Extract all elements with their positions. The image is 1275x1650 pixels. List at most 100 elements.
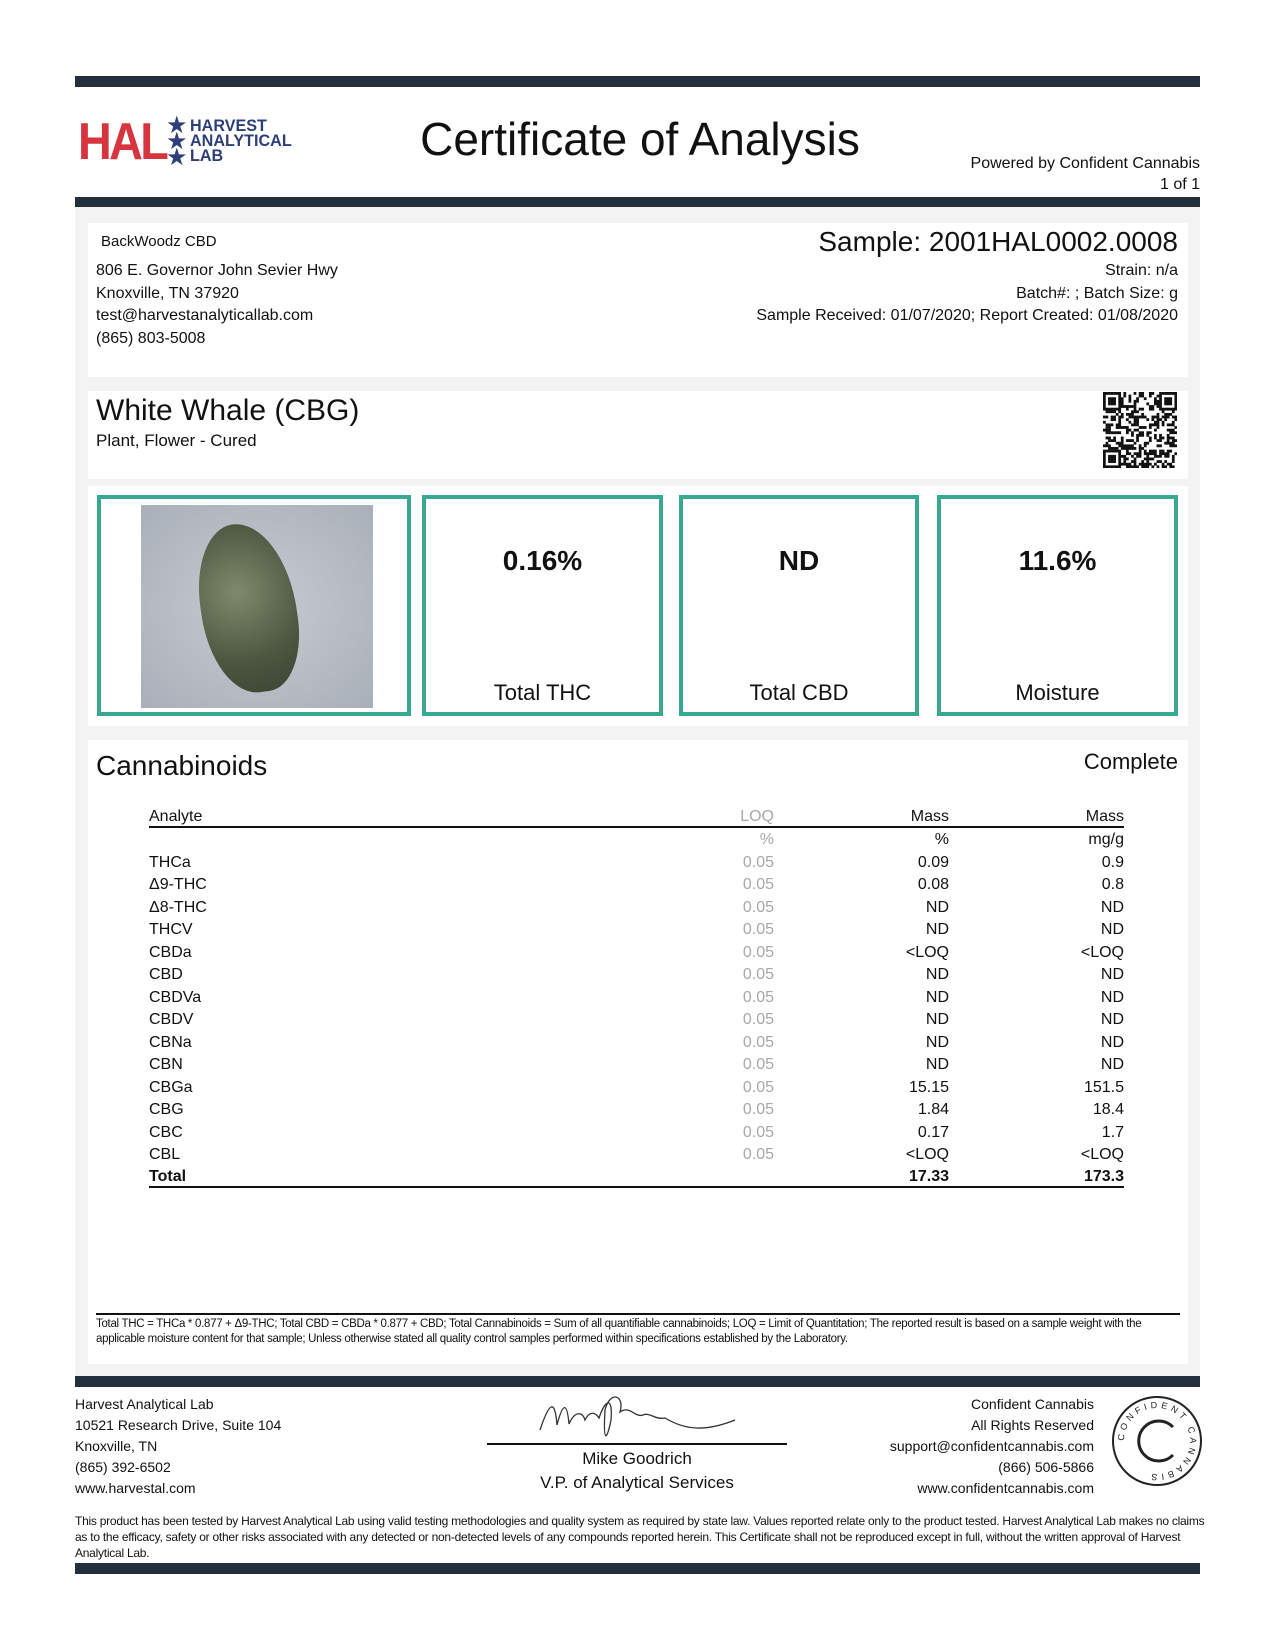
batch: Batch#: ; Batch Size: g	[1016, 284, 1178, 302]
cannabinoids-card: Cannabinoids Complete	[88, 740, 1188, 1364]
mass-mg-g-cell: ND	[1100, 966, 1124, 983]
total-cbd-box: ND Total CBD	[679, 495, 919, 716]
loq-cell: 0.05	[742, 966, 774, 983]
total-thc-box: 0.16% Total THC	[422, 495, 663, 716]
analyte-cell: CBDV	[149, 1011, 194, 1028]
loq-cell: 0.05	[742, 1146, 774, 1163]
mass-mg-g-cell: ND	[1100, 1011, 1124, 1028]
signer-title: V.P. of Analytical Services	[540, 1473, 734, 1492]
cannabinoids-table: Analyte LOQ Mass Mass %% mg/g THCa 0.05 0.09…	[149, 804, 1124, 1188]
sample-photo-box	[97, 495, 411, 716]
analyte-cell: CBGa	[149, 1078, 193, 1096]
table-row: CBC 0.05 0.17 1.7	[149, 1119, 1124, 1142]
table-row: CBDVa 0.05 ND ND	[149, 984, 1124, 1007]
mass-percent-cell: 17.33	[774, 1164, 949, 1188]
mass-mg-g-cell: ND	[1100, 898, 1124, 916]
analyte-cell: CBNa	[149, 1033, 192, 1051]
sample-dates: Sample Received: 01/07/2020; Report Crea…	[756, 307, 1178, 324]
loq-cell: 0.05	[742, 943, 774, 961]
loq-cell: 0.05	[742, 898, 774, 916]
loq-cell: 0.05	[742, 1033, 774, 1051]
total-row: Total 17.33 173.3	[149, 1164, 1124, 1188]
lab-website[interactable]: www.harvestal.com	[75, 1480, 196, 1496]
col-mass-mg: Mass	[949, 804, 1124, 828]
mass-percent-cell: 0.17	[917, 1123, 949, 1141]
mass-percent-cell: 0.09	[917, 853, 949, 871]
product-name: White Whale (CBG)	[96, 394, 360, 427]
total-cbd-value: ND	[778, 545, 820, 576]
client-email[interactable]: test@harvestanalyticallab.com	[96, 307, 314, 324]
mass-percent-cell: <LOQ	[905, 943, 949, 961]
sample-photo	[141, 505, 373, 708]
hal-logo: HAL ★ ★ ★ HARVEST ANALYTICAL LAB	[78, 112, 292, 171]
mass-mg-g-cell: 173.3	[949, 1164, 1124, 1188]
analyte-cell: CBL	[149, 1146, 181, 1163]
mass-percent-cell: 1.84	[917, 1101, 949, 1118]
lab-info: Harvest Analytical Lab 10521 Research Dr…	[75, 1394, 281, 1499]
cc-rights: All Rights Reserved	[971, 1417, 1094, 1433]
mass-percent-cell: ND	[925, 1056, 949, 1073]
mass-percent-cell: 0.08	[917, 876, 949, 893]
analyte-cell: CBN	[149, 1056, 183, 1073]
product-type: Plant, Flower - Cured	[96, 431, 257, 450]
analyte-cell: THCa	[149, 853, 191, 871]
disclaimer: This product has been tested by Harvest …	[75, 1514, 1205, 1560]
loq-cell: %	[759, 831, 774, 848]
mass-mg-g-cell: <LOQ	[1080, 943, 1124, 961]
analyte-cell	[149, 827, 544, 850]
cc-email[interactable]: support@confidentcannabis.com	[889, 1438, 1094, 1454]
table-row: CBG 0.05 1.84 18.4	[149, 1097, 1124, 1120]
mass-percent-cell: <LOQ	[905, 1146, 949, 1163]
signer-name: Mike Goodrich	[582, 1449, 692, 1468]
mass-mg-g-cell: <LOQ	[1080, 1146, 1124, 1163]
mass-percent-cell: ND	[925, 1033, 949, 1051]
confident-cannabis-logo: CONFIDENT CANNABIS	[1112, 1396, 1202, 1486]
svg-text:CONFIDENT CANNABIS: CONFIDENT CANNABIS	[1116, 1400, 1198, 1482]
analyte-cell: CBC	[149, 1123, 183, 1141]
mass-percent-cell: ND	[925, 898, 949, 916]
bottom-bar	[75, 1563, 1200, 1574]
analyte-cell: CBDVa	[149, 988, 202, 1006]
loq-cell: 0.05	[742, 853, 774, 871]
mass-mg-g-cell: ND	[1100, 921, 1124, 938]
powered-by: Powered by Confident Cannabis 1 of 1	[971, 153, 1200, 195]
mass-percent-cell: ND	[925, 988, 949, 1006]
analyte-cell: Δ9-THC	[149, 876, 207, 893]
analyte-cell: Total	[149, 1164, 544, 1188]
qr-code[interactable]	[1103, 392, 1177, 468]
loq-cell: 0.05	[742, 1056, 774, 1073]
loq-cell: 0.05	[742, 988, 774, 1006]
mass-percent-cell: ND	[925, 966, 949, 983]
top-bar	[75, 76, 1200, 87]
cc-website[interactable]: www.confidentcannabis.com	[917, 1480, 1094, 1496]
strain: Strain: n/a	[1105, 262, 1178, 279]
page-count: 1 of 1	[1159, 176, 1200, 193]
mass-mg-g-cell: ND	[1100, 1056, 1124, 1073]
table-row: CBDV 0.05 ND ND	[149, 1007, 1124, 1030]
mass-percent-cell: %	[934, 831, 949, 848]
cannabinoids-title: Cannabinoids	[96, 750, 268, 781]
table-row: Δ9-THC 0.05 0.08 0.8	[149, 872, 1124, 895]
mass-mg-g-cell: 1.7	[1101, 1123, 1124, 1141]
table-row: CBN 0.05 ND ND	[149, 1052, 1124, 1075]
table-row: CBL 0.05 <LOQ <LOQ	[149, 1142, 1124, 1165]
client-name: BackWoodz CBD	[101, 233, 217, 250]
client-address: 806 E. Governor John Sevier Hwy	[96, 262, 338, 279]
loq-cell: 0.05	[742, 1011, 774, 1028]
cc-name: Confident Cannabis	[971, 1396, 1094, 1412]
lab-name: Harvest Analytical Lab	[75, 1396, 214, 1412]
cc-phone: (866) 506-5866	[998, 1459, 1094, 1475]
sample-id: Sample: 2001HAL0002.0008	[818, 226, 1178, 257]
table-row: CBD 0.05 ND ND	[149, 962, 1124, 985]
table-row: THCa 0.05 0.09 0.9	[149, 849, 1124, 872]
footnote: Total THC = THCa * 0.877 + Δ9-THC; Total…	[96, 1313, 1180, 1347]
star-icon: ★ ★ ★	[166, 112, 188, 171]
analyte-cell: THCV	[149, 921, 193, 938]
mass-mg-g-cell: 0.9	[1101, 853, 1124, 871]
loq-cell: 0.05	[742, 1123, 774, 1141]
moisture-value: 11.6%	[1018, 545, 1097, 576]
cc-info: Confident Cannabis All Rights Reserved s…	[890, 1394, 1094, 1499]
loq-cell	[544, 1164, 774, 1188]
total-thc-value: 0.16%	[502, 545, 583, 576]
loq-cell: 0.05	[742, 876, 774, 893]
